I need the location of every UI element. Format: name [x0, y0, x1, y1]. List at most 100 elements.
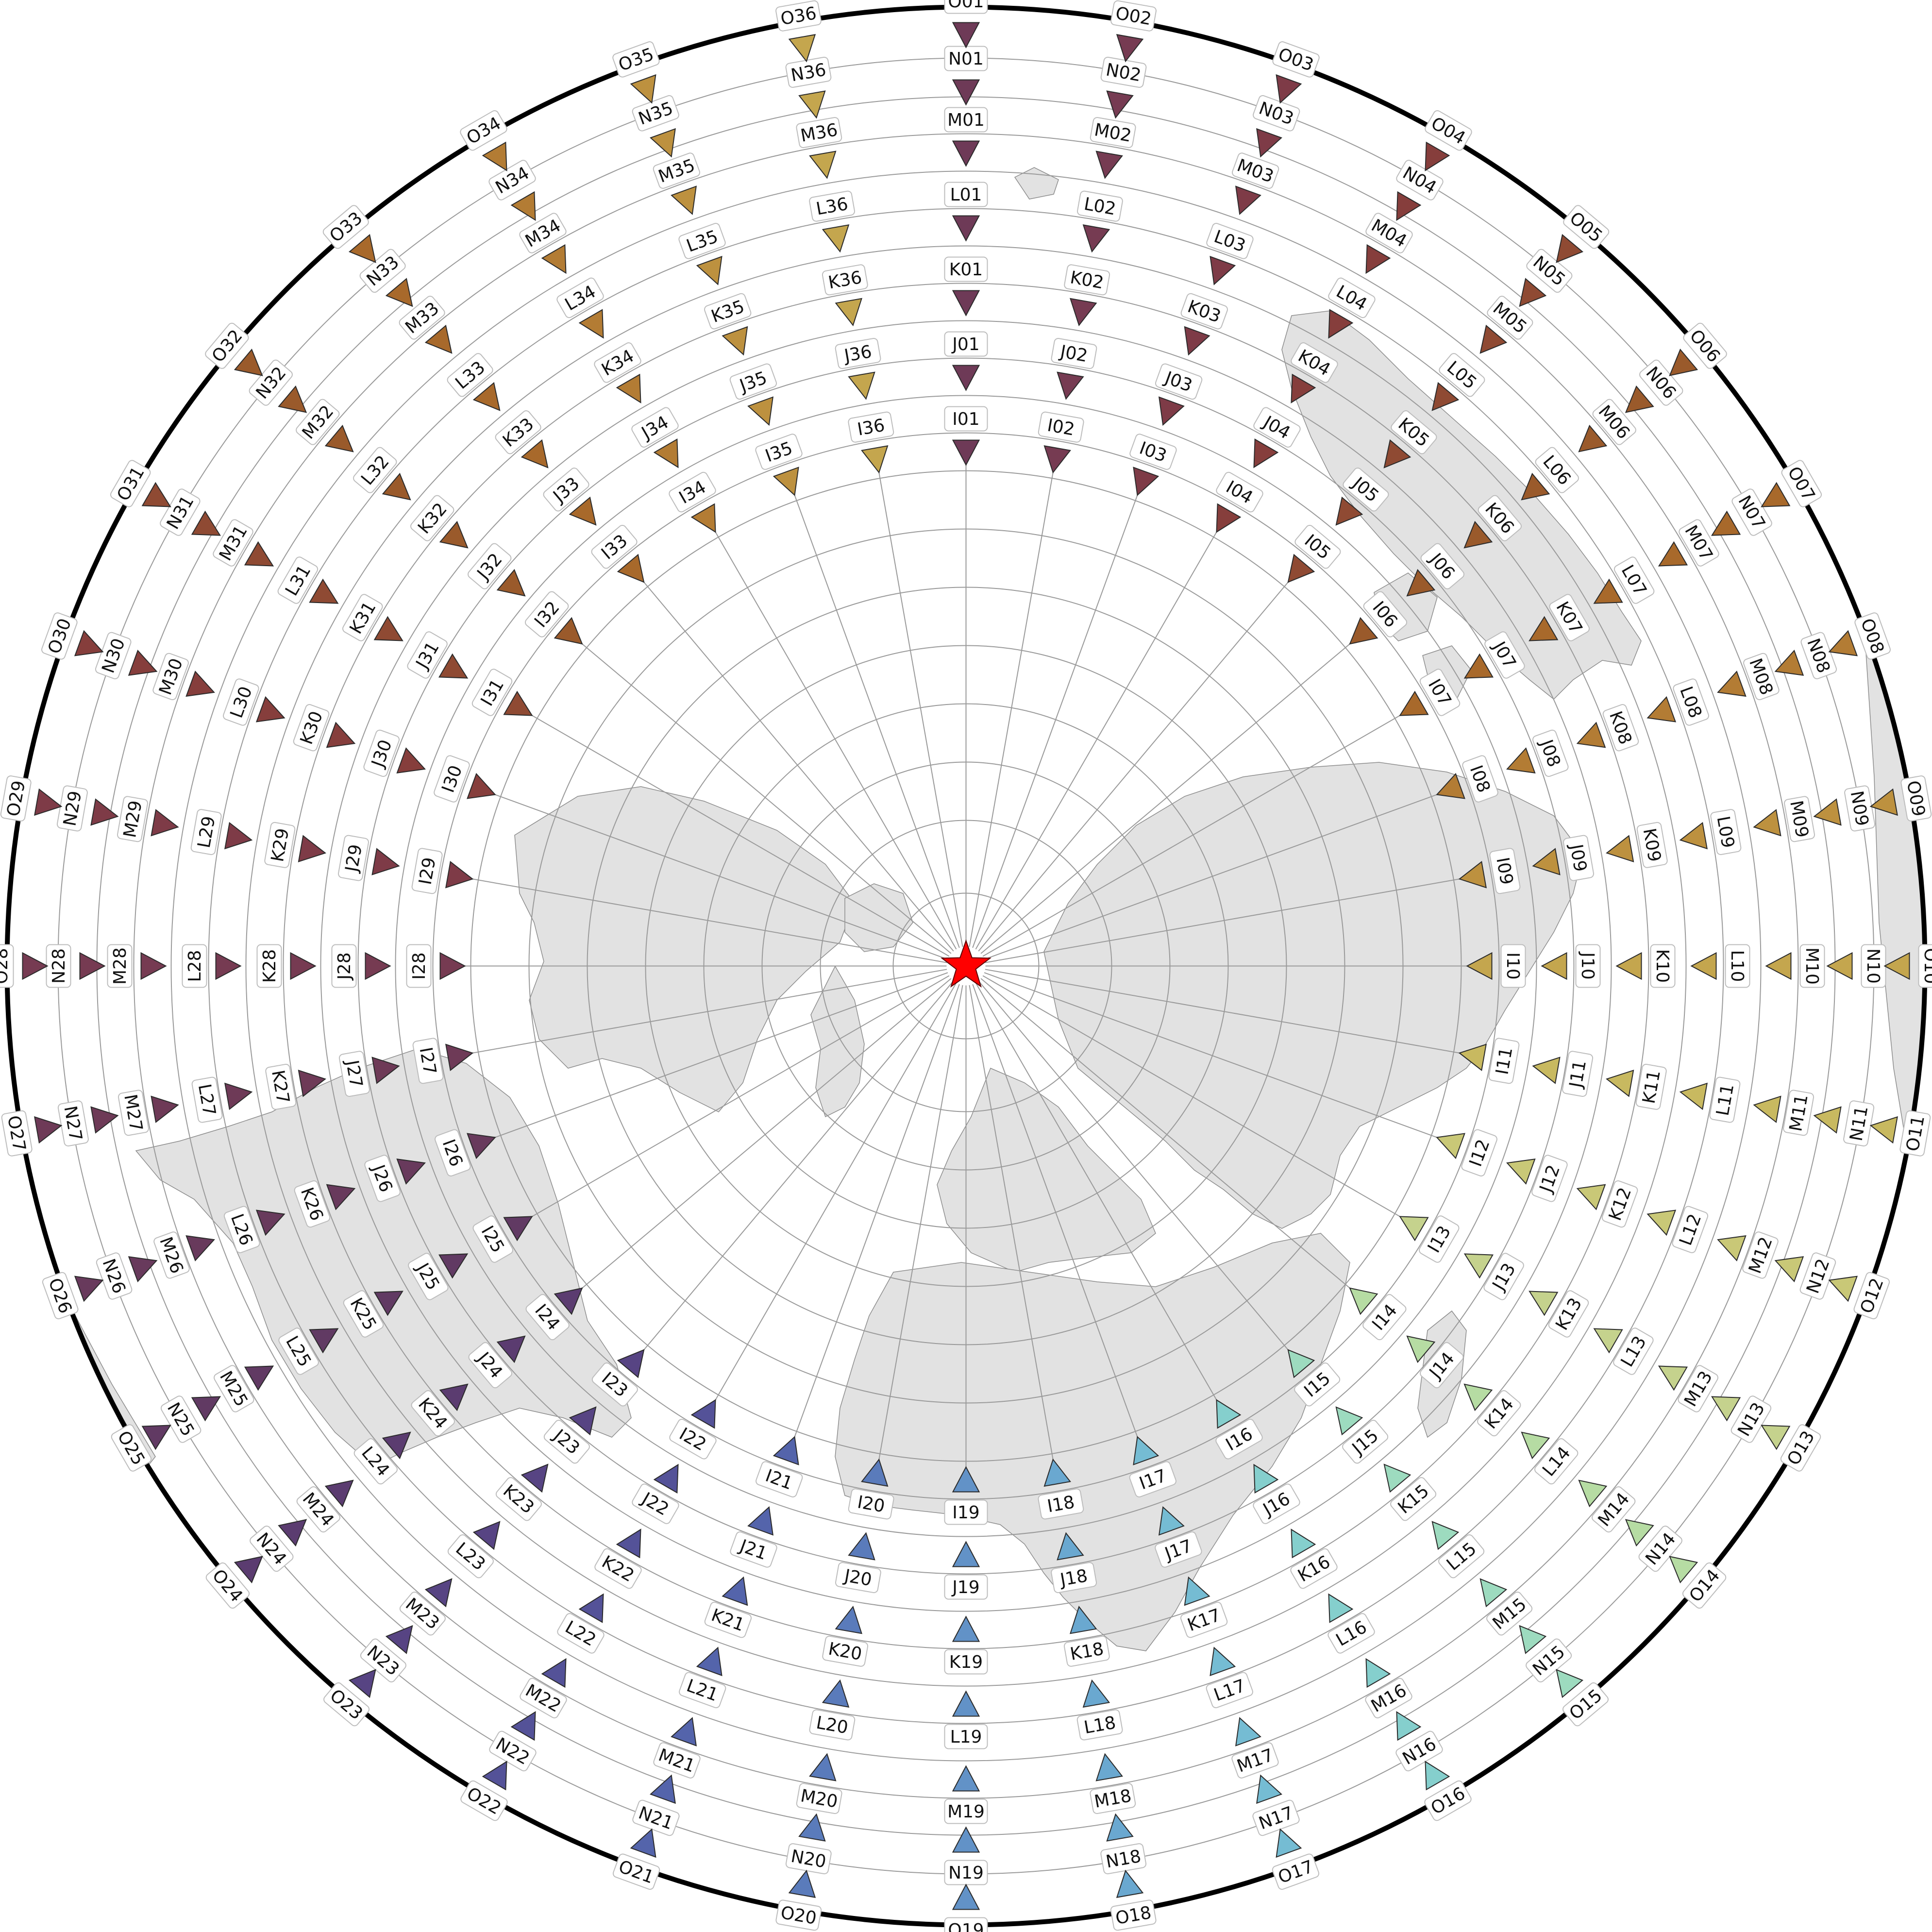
station-label-box	[1613, 1327, 1654, 1375]
station-triangle-icon	[348, 234, 376, 263]
station-I15: I15	[1287, 1349, 1341, 1407]
station-label: K18	[1063, 1635, 1110, 1667]
station-O36: O36	[775, 0, 822, 63]
station-J26: J26	[364, 1155, 426, 1202]
station-triangle-icon	[326, 722, 356, 748]
station-label: N27	[57, 1100, 89, 1147]
station-triangle-icon	[1869, 1116, 1898, 1144]
station-label-box	[153, 1231, 190, 1279]
station-label-box	[1342, 1420, 1389, 1464]
graticule-radial-line	[517, 975, 950, 1226]
station-M36: M36	[796, 117, 842, 179]
station-label-box	[594, 1548, 642, 1589]
station-label-box	[495, 410, 541, 454]
station-I11: I11	[1458, 1038, 1520, 1084]
station-triangle-icon	[809, 1753, 837, 1781]
station-triangle-icon	[1669, 348, 1698, 376]
station-triangle-icon	[554, 1287, 583, 1315]
station-label-box	[1899, 1110, 1931, 1157]
station-label: K19	[944, 1649, 988, 1675]
station-label-text: I20	[856, 1492, 887, 1516]
station-O18: O18	[1110, 1869, 1157, 1931]
station-label-box	[1672, 1206, 1709, 1253]
station-triangle-icon	[952, 1690, 980, 1717]
station-label-box	[1483, 1253, 1524, 1300]
station-label-box	[117, 796, 148, 842]
station-label-box	[755, 434, 803, 470]
station-label-box	[447, 1534, 494, 1579]
station-label-box	[1613, 556, 1655, 604]
station-triangle-icon	[472, 382, 501, 411]
station-triangle-icon	[22, 952, 49, 980]
station-triangle-icon	[809, 151, 837, 179]
station-label-box	[557, 1613, 605, 1654]
center-star-icon	[941, 939, 991, 988]
station-label-text: N28	[49, 948, 69, 984]
station-label-box	[520, 1678, 567, 1718]
station-triangle-icon	[1396, 191, 1422, 221]
station-I21: I21	[756, 1436, 803, 1497]
station-L02: L02	[1077, 190, 1123, 253]
station-triangle-icon	[1578, 424, 1608, 453]
station-triangle-icon	[234, 1556, 263, 1584]
graticule-radial-line	[972, 984, 1144, 1454]
station-label: L01	[944, 182, 988, 207]
station-K30: K30	[293, 704, 356, 752]
graticule-radial-line	[982, 975, 1415, 1226]
station-label: J03	[1155, 363, 1203, 400]
graticule-circle	[283, 283, 1649, 1649]
station-label-box	[152, 653, 189, 701]
station-M18: M18	[1090, 1753, 1136, 1814]
graticule-circle	[320, 320, 1612, 1612]
station-label: K02	[1064, 264, 1110, 296]
station-I05: I05	[1287, 525, 1341, 583]
station-label: N07	[1731, 488, 1772, 536]
station-triangle-icon	[1349, 617, 1378, 645]
station-label-box	[1328, 277, 1376, 319]
station-label: J29	[337, 835, 369, 881]
station-J21: J21	[730, 1506, 777, 1568]
station-label-box	[1419, 1215, 1460, 1263]
station-triangle-icon	[1235, 185, 1261, 215]
station-N27: N27	[57, 1100, 119, 1147]
station-label-box	[1155, 363, 1203, 400]
landmass-arctic-islands	[844, 883, 913, 952]
station-triangle-icon	[1116, 1869, 1144, 1898]
station-triangle-icon	[496, 1335, 526, 1363]
station-K10: K10	[1615, 944, 1676, 988]
station-triangle-icon	[445, 861, 474, 889]
station-label-box	[1781, 460, 1822, 507]
station-label: I14	[1362, 1294, 1407, 1341]
station-I04: I04	[1216, 471, 1263, 533]
station-label-box	[111, 1424, 152, 1472]
station-label-box	[495, 1477, 542, 1521]
station-label-box	[944, 1499, 988, 1525]
station-triangle-icon	[696, 1646, 722, 1677]
station-label-box	[1854, 612, 1891, 660]
station-label-box	[944, 1917, 988, 1932]
station-label-box	[1461, 1129, 1497, 1176]
station-label-text: J27	[342, 1058, 367, 1089]
station-label-text: M10	[1802, 947, 1822, 985]
station-triangle-icon	[1532, 1057, 1561, 1084]
station-triangle-icon	[1466, 952, 1493, 980]
station-label-box	[525, 1294, 570, 1341]
station-triangle-icon	[1425, 1761, 1450, 1791]
station-triangle-icon	[1082, 1679, 1110, 1708]
graticule-radial-line	[788, 984, 960, 1454]
station-N09: N09	[1813, 785, 1876, 832]
station-triangle-icon	[952, 79, 980, 106]
station-J09: J09	[1532, 835, 1595, 881]
station-triangle-icon	[569, 1406, 597, 1436]
station-label-box	[519, 213, 567, 253]
station-triangle-icon	[1383, 439, 1411, 469]
station-label: I15	[1294, 1362, 1341, 1407]
graticule-circle	[245, 245, 1687, 1687]
station-label: O20	[775, 1899, 822, 1931]
station-label-box	[343, 1290, 384, 1338]
station-triangle-icon	[215, 952, 242, 980]
station-triangle-icon	[1116, 34, 1144, 63]
station-label: I19	[944, 1499, 988, 1525]
station-triangle-icon	[521, 439, 549, 469]
station-triangle-icon	[1291, 373, 1316, 403]
